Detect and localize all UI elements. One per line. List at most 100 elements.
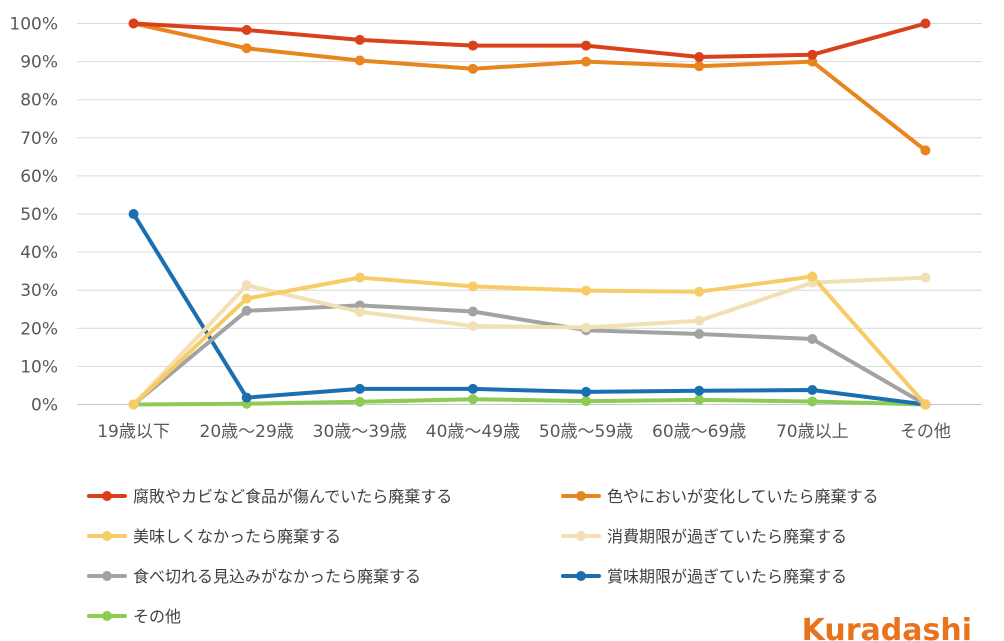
data-point-s4-5: [581, 322, 592, 333]
legend-marker: [102, 611, 112, 621]
data-point-s1-6: [694, 52, 705, 63]
data-point-s6-4: [467, 383, 478, 394]
data-point-s6-5: [581, 386, 592, 397]
legend-marker: [576, 531, 586, 541]
data-point-s6-6: [694, 385, 705, 396]
series-points: [128, 18, 931, 410]
data-point-s3-8: [920, 399, 931, 410]
gridlines: [77, 23, 982, 405]
data-point-s6-1: [128, 209, 139, 219]
legend-item-2: 色やにおいが変化していたら廃棄する: [561, 487, 879, 506]
legend-item-3: 美味しくなかったら廃棄する: [87, 527, 341, 546]
data-point-s4-3: [354, 306, 365, 317]
legend-item-6: 賞味期限が過ぎていたら廃棄する: [561, 567, 847, 586]
data-point-s2-5: [581, 56, 592, 67]
y-tick-label: 70%: [20, 129, 58, 149]
data-point-s2-8: [920, 145, 931, 156]
data-point-s3-1: [128, 399, 139, 410]
data-point-s7-3: [354, 396, 365, 407]
legend-item-5: 食べ切れる見込みがなかったら廃棄する: [87, 567, 421, 586]
x-tick-label: 60歳～69歳: [652, 422, 746, 442]
legend-label: 腐敗やカビなど食品が傷んでいたら廃棄する: [133, 487, 452, 506]
legend: 腐敗やカビなど食品が傷んでいたら廃棄する 色やにおいが変化していたら廃棄する美味し…: [87, 487, 879, 626]
legend-marker: [102, 491, 112, 501]
series-lines: [131, 21, 928, 407]
legend-item-7: その他: [87, 607, 181, 626]
data-point-s3-3: [354, 272, 365, 283]
data-point-s1-4: [467, 40, 478, 51]
data-point-s7-4: [467, 394, 478, 405]
data-point-s2-2: [241, 43, 252, 54]
data-point-s1-3: [354, 34, 365, 45]
data-point-s3-7: [807, 271, 818, 282]
series-line-4: [131, 275, 928, 407]
data-point-s4-8: [920, 272, 931, 283]
y-tick-label: 50%: [20, 205, 58, 225]
data-point-s4-2: [241, 280, 252, 291]
x-tick-label: 50歳～59歳: [539, 422, 633, 442]
y-tick-label: 30%: [20, 281, 58, 301]
legend-item-4: 消費期限が過ぎていたら廃棄する: [561, 527, 847, 546]
legend-item-1: 腐敗やカビなど食品が傷んでいたら廃棄する: [87, 487, 452, 506]
y-tick-label: 40%: [20, 243, 58, 263]
x-tick-label: その他: [900, 422, 951, 442]
data-point-s7-7: [807, 396, 818, 407]
x-axis-tick-labels: 19歳以下 20歳～29歳 30歳～39歳 40歳～49歳 50歳～59歳 60歳～69歳…: [97, 422, 951, 442]
data-point-s2-3: [354, 55, 365, 66]
data-point-s3-2: [241, 293, 252, 304]
series-line-2: [131, 21, 928, 153]
x-tick-label: 19歳以下: [97, 422, 170, 442]
legend-marker: [102, 571, 112, 581]
y-tick-label: 80%: [20, 91, 58, 111]
data-point-s3-6: [694, 286, 705, 297]
series-line-3: [131, 274, 928, 407]
data-point-s1-5: [581, 40, 592, 51]
data-point-s4-6: [694, 315, 705, 326]
x-tick-label: 20歳～29歳: [200, 422, 294, 442]
data-point-s7-6: [694, 394, 705, 405]
series-line-1: [131, 21, 928, 59]
y-tick-label: 90%: [20, 53, 58, 73]
series-line-7: [131, 397, 928, 407]
x-tick-label: 40歳～49歳: [426, 422, 520, 442]
x-tick-label: 30歳～39歳: [313, 422, 407, 442]
legend-label: 食べ切れる見込みがなかったら廃棄する: [133, 567, 421, 586]
data-point-s2-4: [467, 63, 478, 74]
data-point-s3-5: [581, 285, 592, 296]
data-point-s3-4: [467, 281, 478, 292]
y-tick-label: 20%: [20, 319, 58, 339]
data-point-s6-3: [354, 383, 365, 394]
data-point-s2-7: [807, 56, 818, 67]
data-point-s5-2: [241, 305, 252, 316]
data-point-s1-2: [241, 24, 252, 35]
data-point-s1-8: [920, 18, 931, 29]
data-point-s5-6: [694, 329, 705, 340]
y-tick-label: 0%: [31, 396, 58, 416]
legend-label: 賞味期限が過ぎていたら廃棄する: [607, 567, 847, 586]
data-point-s4-4: [467, 321, 478, 332]
legend-label: 消費期限が過ぎていたら廃棄する: [607, 527, 847, 546]
series-line-6: [131, 212, 928, 407]
x-tick-label: 70歳以上: [776, 422, 849, 442]
data-point-s5-4: [467, 306, 478, 317]
y-axis-tick-labels: 0% 10% 20% 30% 40% 50% 60% 70% 80% 90% 100%: [9, 15, 58, 416]
data-point-s2-6: [694, 61, 705, 72]
y-tick-label: 100%: [9, 15, 58, 35]
legend-label: その他: [133, 607, 181, 626]
data-point-s6-7: [807, 385, 818, 396]
series-line-5: [131, 303, 928, 407]
data-point-s1-7: [807, 49, 818, 60]
legend-marker: [102, 531, 112, 541]
legend-marker: [576, 571, 586, 581]
data-point-s1-1: [128, 18, 139, 29]
legend-label: 美味しくなかったら廃棄する: [133, 527, 341, 546]
data-point-s7-5: [581, 396, 592, 407]
brand-logo: Kuradashi: [802, 613, 972, 641]
y-tick-label: 60%: [20, 167, 58, 187]
data-point-s5-7: [807, 333, 818, 344]
legend-marker: [576, 491, 586, 501]
data-point-s6-2: [241, 392, 252, 403]
y-tick-label: 10%: [20, 357, 58, 377]
legend-label: 色やにおいが変化していたら廃棄する: [607, 487, 879, 506]
